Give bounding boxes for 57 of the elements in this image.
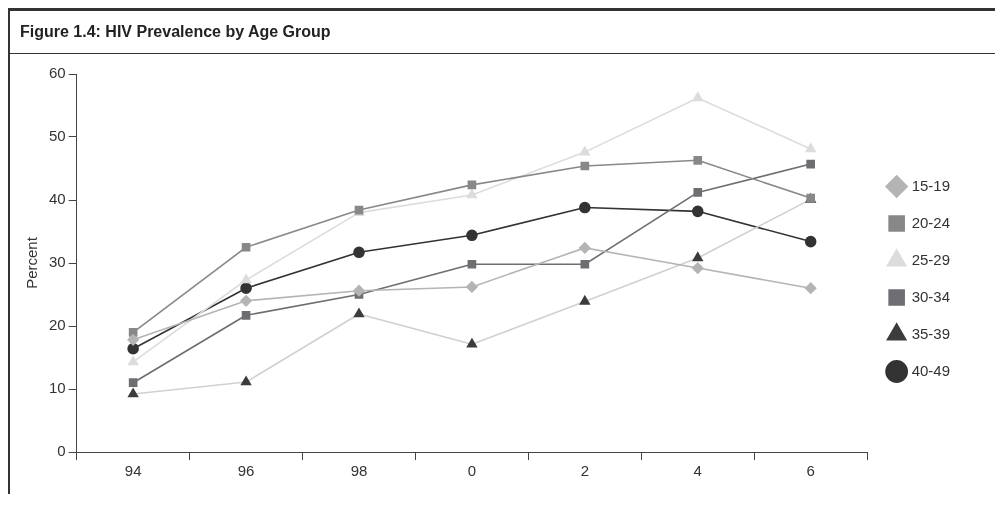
point <box>691 205 704 218</box>
point <box>353 246 365 259</box>
x-tick-label: 98 <box>350 462 368 480</box>
y-tick-label: 0 <box>57 442 66 460</box>
chart-title: Figure 1.4: HIV Prevalence by Age Group <box>10 8 995 54</box>
point <box>241 242 251 252</box>
point <box>466 338 478 348</box>
point <box>579 146 590 156</box>
legend-label: 35-39 <box>911 324 951 342</box>
legend-label: 25-29 <box>911 250 951 268</box>
point <box>240 295 252 307</box>
y-tick-label: 40 <box>49 190 66 208</box>
point <box>128 356 139 366</box>
point <box>353 308 365 318</box>
legend-label: 30-34 <box>911 287 951 305</box>
point <box>240 274 252 284</box>
point <box>466 189 478 199</box>
legend-label: 40-49 <box>911 361 951 379</box>
point <box>127 342 139 355</box>
point <box>127 334 139 346</box>
point <box>693 188 703 197</box>
point <box>128 388 139 398</box>
point <box>128 378 138 388</box>
x-tick-label: 0 <box>467 462 477 480</box>
x-tick-label: 6 <box>806 462 815 480</box>
point <box>692 92 703 102</box>
point <box>579 295 590 305</box>
y-tick-label: 60 <box>49 64 66 82</box>
point <box>353 284 365 297</box>
legend-label: 15-19 <box>911 176 951 194</box>
point <box>466 281 478 293</box>
point <box>580 259 590 269</box>
point <box>467 259 477 269</box>
legend-label: 20-24 <box>911 213 951 231</box>
point <box>240 376 252 386</box>
point <box>692 252 703 262</box>
point <box>806 159 816 169</box>
y-axis-title: Percent <box>23 236 41 289</box>
y-tick-label: 20 <box>49 316 66 334</box>
x-tick-label: 4 <box>693 462 702 480</box>
x-tick-label: 2 <box>580 462 589 480</box>
point <box>579 242 591 254</box>
point <box>804 235 817 248</box>
point <box>240 282 252 294</box>
point <box>241 310 251 320</box>
y-tick-label: 50 <box>49 127 66 145</box>
point <box>805 143 816 153</box>
point <box>693 155 703 165</box>
y-tick-label: 10 <box>49 379 66 397</box>
y-tick-label: 30 <box>49 253 66 271</box>
point <box>580 161 590 171</box>
x-tick-label: 96 <box>237 462 255 480</box>
point <box>804 282 817 294</box>
point <box>466 229 478 242</box>
x-tick-label: 94 <box>124 462 142 480</box>
point <box>579 201 591 214</box>
point <box>691 262 704 274</box>
